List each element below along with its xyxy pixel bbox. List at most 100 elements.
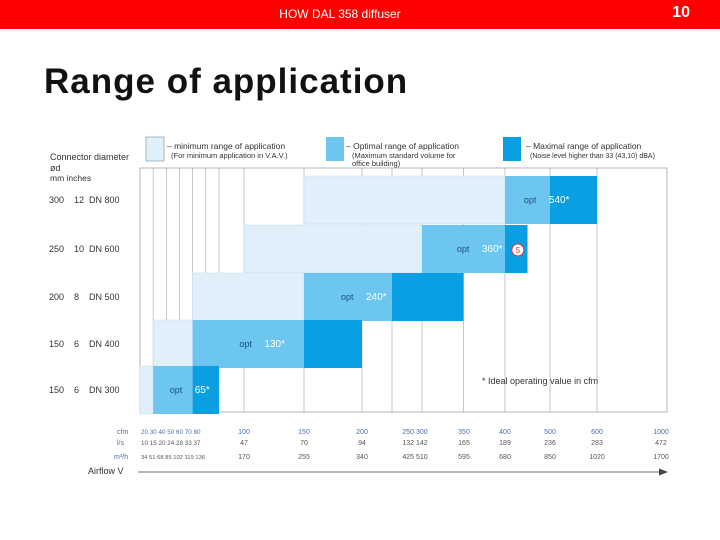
tick-cfm-6: 400 [499, 429, 511, 436]
x-axis-arrow-head [659, 468, 668, 476]
badge-circle-1 [511, 243, 525, 257]
x-axis: cfm l/s m³/h Airflow V 20 30 40 50 60 70… [88, 429, 669, 476]
tick-cfm-2: 150 [298, 429, 310, 436]
row-mm-4: 150 [49, 385, 64, 395]
tick-cfm-8: 600 [591, 429, 603, 436]
row-inch-0: 12 [74, 195, 84, 205]
legend-maximal-line2: (Noise level higher than 33 (43,10) dBA) [530, 153, 655, 160]
tick-m3h-6: 680 [499, 454, 511, 461]
header-bar: HOW DAL 358 diffuser 10 [0, 0, 720, 29]
bar-min-2 [192, 272, 305, 322]
tick-m3h-3: 340 [356, 454, 368, 461]
row-dn-0: DN 800 [89, 195, 120, 205]
row-mm-1: 250 [49, 244, 64, 254]
row-dn-3: DN 400 [89, 339, 120, 349]
slide-title: Range of application [44, 62, 409, 101]
tick-m3h-0: 34 51 68 85 102 119 136 [141, 455, 205, 461]
tick-ls-4: 132 142 [402, 440, 427, 447]
bar-min-4 [139, 365, 154, 415]
unit-label-m3h: m³/h [114, 454, 128, 461]
opt-value-0: 540* [549, 195, 570, 206]
tick-m3h-1: 170 [238, 454, 250, 461]
chart-legend: – minimum range of application (For mini… [145, 136, 655, 168]
ideal-value-annotation: * Ideal operating value in cfm [482, 376, 598, 386]
row-dn-2: DN 500 [89, 292, 120, 302]
tick-cfm-4: 250 300 [402, 429, 427, 436]
bar-opt-3 [192, 320, 304, 368]
tick-cfm-0: 20 30 40 50 60 70 80 [141, 429, 201, 436]
tick-m3h-2: 255 [298, 454, 310, 461]
row-mm-3: 150 [49, 339, 64, 349]
unit-label-ls: l/s [117, 440, 125, 447]
bars: opt 540* opt 360* 5 opt 240* opt 130* opt 65* [139, 175, 597, 415]
opt-label-3: opt [239, 339, 252, 349]
legend-optimal-line2: (Maximum standard volume for [352, 151, 456, 160]
row-mm-0: 300 [49, 195, 64, 205]
legend-optimal-line3: office building) [352, 159, 401, 168]
tick-m3h-7: 850 [544, 454, 556, 461]
page-number: 10 [672, 4, 690, 21]
bar-min-3 [152, 319, 193, 369]
opt-value-1: 360* [482, 244, 503, 255]
unit-label-cfm: cfm [117, 429, 128, 436]
bar-opt-1 [422, 225, 505, 273]
bar-max-2 [392, 273, 464, 321]
tick-ls-7: 236 [544, 440, 556, 447]
tick-cfm-5: 350 [458, 429, 470, 436]
plot-frame [139, 167, 668, 413]
bar-opt-2 [304, 273, 392, 321]
bar-min-1 [243, 224, 423, 274]
tick-cfm-1: 100 [238, 429, 250, 436]
header-title: HOW DAL 358 diffuser [279, 7, 401, 21]
tick-m3h-4: 425 510 [402, 454, 427, 461]
legend-swatch-optimal [326, 137, 344, 161]
opt-label-4: opt [170, 385, 183, 395]
bar-max-0 [550, 176, 597, 224]
row-dn-1: DN 600 [89, 244, 120, 254]
legend-swatch-maximal [503, 137, 521, 161]
row-inch-4: 6 [74, 385, 79, 395]
tick-m3h-9: 1700 [653, 454, 669, 461]
legend-optimal-line1: – Optimal range of application [346, 141, 459, 151]
legend-minimum-line1: – minimum range of application [167, 141, 285, 151]
tick-ls-2: 70 [300, 440, 308, 447]
y-header-line1: Connector diameter [50, 152, 129, 162]
tick-cfm-7: 500 [544, 429, 556, 436]
opt-value-2: 240* [366, 292, 387, 303]
tick-ls-3: 94 [358, 440, 366, 447]
bar-max-3 [304, 320, 362, 368]
tick-ls-1: 47 [240, 440, 248, 447]
tick-cfm-9: 1000 [653, 429, 669, 436]
opt-value-4: 65* [195, 385, 210, 396]
row-inch-2: 8 [74, 292, 79, 302]
bar-opt-0 [505, 176, 550, 224]
badge-text-1: 5 [516, 246, 521, 255]
row-dn-4: DN 300 [89, 385, 120, 395]
row-inch-3: 6 [74, 339, 79, 349]
tick-cfm-3: 200 [356, 429, 368, 436]
tick-m3h-8: 1020 [589, 454, 605, 461]
legend-minimum-line2: (For minimum application in V.A.V.) [171, 151, 288, 160]
bar-opt-4 [153, 366, 193, 414]
tick-ls-0: 10 15 20 24 28 33 37 [141, 440, 201, 447]
legend-maximal-line1: – Maximal range of application [526, 141, 642, 151]
legend-swatch-minimum [145, 136, 165, 162]
opt-label-1: opt [457, 244, 470, 254]
tick-ls-8: 283 [591, 440, 603, 447]
opt-value-3: 130* [264, 339, 285, 350]
y-header-line2: ød [50, 163, 61, 173]
row-labels: 300 12 DN 800 250 10 DN 600 200 8 DN 500 150 6 DN 4… [49, 195, 120, 395]
opt-label-2: opt [341, 292, 354, 302]
tick-ls-5: 165 [458, 440, 470, 447]
x-axis-label: Airflow V [88, 466, 124, 476]
bar-min-0 [303, 175, 506, 225]
y-header-line3: mm inches [50, 173, 91, 183]
tick-ls-6: 189 [499, 440, 511, 447]
tick-m3h-5: 595 [458, 454, 470, 461]
bar-max-4 [192, 366, 219, 414]
row-mm-2: 200 [49, 292, 64, 302]
row-inch-1: 10 [74, 244, 84, 254]
tick-ls-9: 472 [655, 440, 667, 447]
opt-label-0: opt [524, 195, 537, 205]
